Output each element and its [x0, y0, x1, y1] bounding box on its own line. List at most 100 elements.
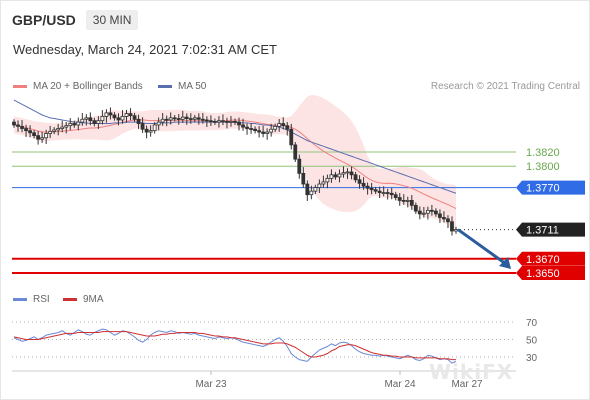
- legend-rsi: RSI: [13, 294, 50, 305]
- candle-body: [385, 192, 390, 194]
- symbol-label: GBP/USD: [12, 12, 76, 28]
- forecast-arrowhead: [499, 257, 511, 269]
- candle-body: [204, 119, 209, 122]
- candle-body: [397, 197, 402, 201]
- candle-body: [88, 117, 93, 122]
- candle-body: [301, 172, 306, 185]
- candle-body: [297, 158, 302, 174]
- candle-body: [401, 199, 406, 202]
- source-credit: Research © 2021 Trading Central: [430, 81, 580, 92]
- rsi-swatch: [13, 298, 27, 301]
- candle-body: [24, 128, 28, 132]
- candle-body: [112, 114, 117, 119]
- candle-body: [92, 120, 97, 124]
- candle-body: [104, 112, 109, 117]
- legend-ma50: MA 50: [158, 81, 206, 92]
- candle-body: [116, 117, 121, 121]
- candle-body: [257, 130, 262, 133]
- timeframe-badge[interactable]: 30 MIN: [85, 10, 139, 30]
- candle-body: [164, 118, 169, 121]
- rsi-line: [13, 328, 457, 364]
- candle-body: [192, 117, 197, 120]
- candle-body: [421, 212, 426, 215]
- candle-body: [369, 187, 374, 191]
- candle-body: [417, 210, 422, 215]
- candle-body: [381, 192, 386, 194]
- candle-body: [72, 123, 77, 126]
- candle-body: [160, 118, 165, 123]
- candle-body: [377, 190, 382, 193]
- watermark: WikiFX: [429, 360, 514, 384]
- candle-body: [249, 128, 253, 130]
- x-tick-label: Mar 24: [384, 379, 416, 390]
- candle-body: [28, 130, 32, 134]
- candle-body: [217, 120, 221, 123]
- candle-body: [365, 185, 370, 189]
- candle-body: [277, 123, 282, 127]
- candle-body: [393, 194, 398, 198]
- candle-body: [188, 118, 193, 120]
- candle-body: [132, 115, 137, 120]
- candle-body: [80, 118, 85, 123]
- candle-body: [100, 116, 105, 122]
- candle-body: [108, 112, 113, 116]
- legend-ma20-label: MA 20 + Bollinger Bands: [33, 81, 143, 92]
- forecast-arrow: [457, 228, 507, 266]
- candle-body: [52, 129, 57, 132]
- candle-body: [196, 117, 201, 120]
- candle-body: [136, 118, 141, 124]
- candle-body: [429, 209, 434, 212]
- ma9-swatch: [63, 298, 77, 301]
- legend-rsi-label: RSI: [33, 294, 50, 305]
- candle-body: [345, 171, 350, 174]
- candle-body: [317, 183, 322, 188]
- candle-body: [229, 120, 233, 123]
- candle-body: [168, 117, 173, 121]
- candle-body: [20, 125, 24, 129]
- candle-body: [225, 120, 229, 123]
- candle-body: [309, 190, 314, 196]
- candle-body: [32, 132, 36, 137]
- candle-body: [313, 187, 318, 192]
- chart-header: GBP/USD 30 MIN: [12, 10, 139, 30]
- level-label-1.3650: 1.3650: [526, 268, 560, 280]
- candle-body: [273, 125, 278, 130]
- candle-body: [144, 128, 149, 133]
- legend-ma50-label: MA 50: [178, 81, 207, 92]
- candle-body: [450, 221, 454, 232]
- candle-body: [265, 131, 270, 134]
- candle-body: [120, 116, 125, 121]
- candle-body: [373, 189, 378, 192]
- candle-body: [413, 204, 418, 212]
- legend-ma9-label: 9MA: [83, 294, 104, 305]
- candle-body: [442, 217, 446, 220]
- candle-body: [325, 177, 330, 183]
- candle-body: [253, 128, 257, 132]
- rsi-tick-30: 30: [526, 353, 538, 364]
- candle-body: [409, 199, 414, 206]
- candle-body: [241, 124, 245, 128]
- rsi-tick-50: 50: [526, 336, 538, 347]
- candle-body: [68, 123, 73, 127]
- candle-body: [152, 124, 157, 132]
- candle-body: [84, 117, 89, 120]
- candle-body: [221, 120, 225, 123]
- candle-body: [76, 121, 81, 126]
- level-label-1.3670: 1.3670: [526, 254, 560, 266]
- timestamp: Wednesday, March 24, 2021 7:02:31 AM CET: [13, 42, 277, 57]
- level-tag-1.3711: [516, 222, 585, 237]
- bollinger-band: [14, 95, 456, 232]
- candle-body: [438, 213, 442, 218]
- level-label-1.3820: 1.3820: [526, 147, 560, 159]
- candle-body: [180, 116, 185, 120]
- candle-body: [349, 171, 354, 176]
- candle-body: [361, 182, 366, 187]
- candle-body: [64, 125, 69, 128]
- x-tick-label: Mar 27: [451, 379, 483, 390]
- candle-body: [184, 116, 189, 119]
- rsi-ma-line: [13, 331, 456, 361]
- ma50-swatch: [158, 85, 172, 88]
- legend-ma9: 9MA: [63, 294, 104, 305]
- candle-body: [269, 128, 274, 133]
